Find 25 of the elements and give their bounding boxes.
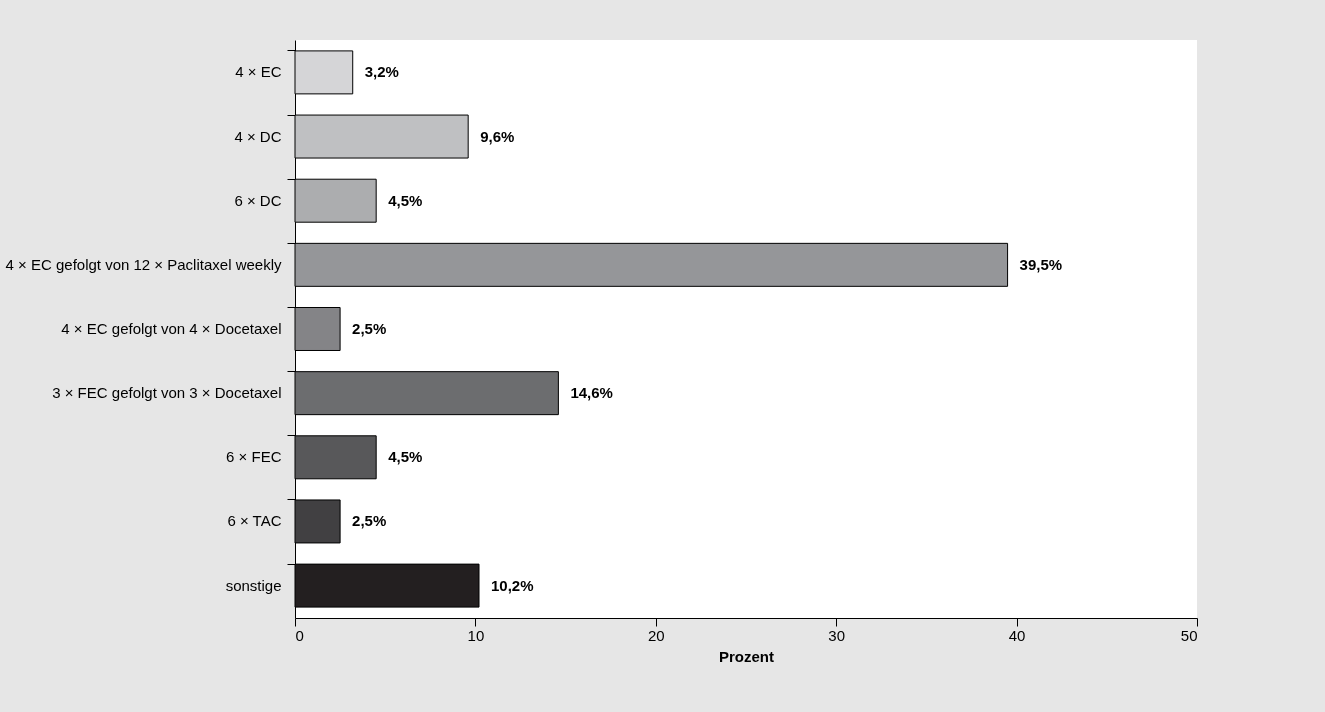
x-axis-title: Prozent [718,647,775,665]
x-tick-label: 20 [647,626,665,644]
y-tick-label: 6 × FEC [226,448,282,466]
data-label: 4,5% [388,448,423,466]
data-label: 3,2% [364,63,399,81]
y-tick-label: 6 × TAC [227,512,282,530]
data-label: 39,5% [1019,255,1063,273]
x-tick-label: 0 [295,626,304,644]
data-label: 4,5% [388,191,423,209]
x-tick-label: 50 [1180,626,1198,644]
x-tick-label: 10 [467,626,485,644]
y-tick-label: sonstige [225,576,282,594]
y-tick-label: 3 × FEC gefolgt von 3 × Docetaxel [52,384,282,402]
y-tick-label: 6 × DC [234,191,282,209]
data-label: 14,6% [570,384,613,402]
y-tick-label: 4 × EC gefolgt von 12 × Paclitaxel weekly [5,255,282,273]
data-label: 2,5% [352,320,387,337]
y-tick-label: 4 × DC [234,127,282,145]
data-label: 10,2% [491,576,534,594]
x-tick-label: 30 [828,626,846,644]
data-label: 2,5% [352,512,387,530]
x-tick-label: 40 [1008,626,1026,644]
y-tick-label: 4 × EC gefolgt von 4 × Docetaxel [61,320,282,337]
y-tick-label: 4 × EC [235,63,282,81]
data-label: 9,6% [480,127,515,145]
